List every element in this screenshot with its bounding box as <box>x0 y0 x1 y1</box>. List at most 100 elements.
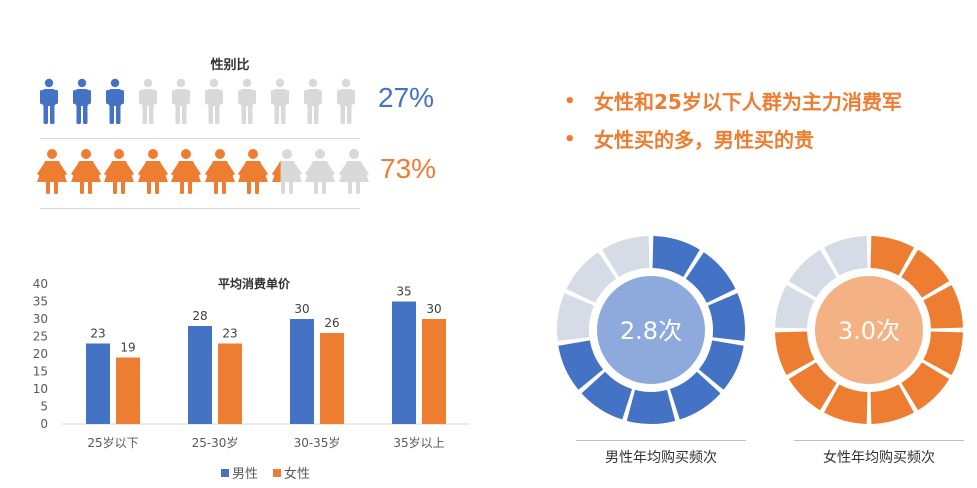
y-tick-label: 35 <box>33 295 48 309</box>
female-person-icon <box>338 148 370 200</box>
y-tick-label: 15 <box>33 365 48 379</box>
legend-swatch <box>221 469 229 477</box>
x-tick-label: 25岁以下 <box>87 435 138 450</box>
female-frequency-ring: 3.0次 <box>771 232 967 428</box>
bar-value-label: 19 <box>120 341 135 355</box>
legend-label: 男性 <box>232 467 258 482</box>
male-bar <box>86 343 110 424</box>
x-tick-label: 25-30岁 <box>192 435 239 450</box>
avg-price-bar-chart: 平均消费单价 0 5 10 15 20 25 30 35 40 23 19 28 23 30 26 35 30… <box>33 276 470 482</box>
gender-ratio-title: 性别比 <box>210 58 250 73</box>
x-tick-label: 35岁以上 <box>393 435 444 450</box>
ring-segment <box>557 293 594 342</box>
ring-segment <box>626 389 676 424</box>
ring-center <box>597 276 705 384</box>
female-person-icon <box>204 148 236 200</box>
bar-value-label: 26 <box>324 316 339 330</box>
bullet-icon: • <box>564 129 576 150</box>
ring-segment <box>824 236 868 276</box>
female-person-icon <box>137 148 169 200</box>
male-frequency-caption: 男性年均购买频次 <box>576 440 746 467</box>
male-person-icon <box>238 78 256 130</box>
ring-segment <box>602 236 650 278</box>
female-bar <box>320 333 344 424</box>
highlight-text: 女性和25岁以下人群为主力消费军 <box>594 90 902 114</box>
ring-value-label: 3.0次 <box>838 317 900 345</box>
ring-segment <box>901 249 950 298</box>
ring-segment <box>708 293 745 342</box>
gender-divider-1 <box>40 138 360 139</box>
y-tick-label: 20 <box>33 347 48 361</box>
female-person-icon <box>70 148 102 200</box>
male-percent: 27% <box>378 82 435 113</box>
ring-segment <box>870 384 914 424</box>
bar-value-label: 30 <box>294 302 309 316</box>
male-person-icon <box>106 78 124 130</box>
male-person-icon <box>205 78 223 130</box>
male-bar <box>392 301 416 424</box>
gender-divider-2 <box>40 208 360 209</box>
ring-segment <box>923 285 963 329</box>
male-person-icon <box>40 78 58 130</box>
male-person-icon <box>139 78 157 130</box>
female-person-icon <box>304 148 336 200</box>
ring-segment <box>775 285 815 329</box>
y-tick-label: 10 <box>33 382 48 396</box>
ring-segment <box>558 340 604 390</box>
female-person-icon <box>170 148 202 200</box>
female-bar <box>116 357 140 424</box>
female-percent: 73% <box>380 153 437 184</box>
y-axis: 0 5 10 15 20 25 30 35 40 <box>33 277 48 431</box>
highlights-list: • 女性和25岁以下人群为主力消费军 • 女性买的多，男性买的贵 <box>560 88 902 164</box>
female-frequency-caption: 女性年均购买频次 <box>794 440 964 467</box>
female-person-icon <box>36 148 68 200</box>
y-tick-label: 25 <box>33 330 48 344</box>
male-person-icon <box>73 78 91 130</box>
chart-legend: 男性 女性 <box>221 466 310 482</box>
female-person-icon <box>271 148 303 200</box>
ring-segment <box>698 340 744 390</box>
highlight-item: • 女性和25岁以下人群为主力消费军 <box>560 88 902 116</box>
male-person-icon <box>304 78 322 130</box>
ring-segment <box>870 236 914 276</box>
ring-segment <box>652 236 700 278</box>
male-person-icon <box>172 78 190 130</box>
y-tick-label: 40 <box>33 277 48 291</box>
bar-value-label: 35 <box>396 285 411 299</box>
male-icon-row <box>40 78 370 130</box>
ring-segment <box>775 331 815 375</box>
ring-segment <box>581 371 633 420</box>
male-person-icon <box>337 78 355 130</box>
female-bar <box>218 343 242 424</box>
highlight-item: • 女性买的多，男性买的贵 <box>560 126 902 154</box>
highlight-text: 女性买的多，男性买的贵 <box>594 128 814 152</box>
bar-value-label: 23 <box>222 327 237 341</box>
female-person-icon <box>237 148 269 200</box>
y-tick-label: 0 <box>40 417 48 431</box>
ring-segment <box>923 331 963 375</box>
ring-segment <box>824 384 868 424</box>
bar-value-label: 23 <box>90 327 105 341</box>
female-person-icon <box>103 148 135 200</box>
bars-group: 23 19 28 23 30 26 35 30 <box>86 285 446 424</box>
y-tick-label: 5 <box>40 400 48 414</box>
male-bar <box>290 319 314 424</box>
ring-segment <box>566 252 617 303</box>
bullet-icon: • <box>564 91 576 112</box>
female-icon-row <box>36 148 376 200</box>
ring-segment <box>669 371 721 420</box>
male-person-icon <box>271 78 289 130</box>
male-bar <box>188 326 212 424</box>
ring-segment <box>788 249 837 298</box>
legend-swatch <box>273 469 281 477</box>
female-bar <box>422 319 446 424</box>
x-tick-label: 30-35岁 <box>294 435 341 450</box>
bar-value-label: 28 <box>192 309 207 323</box>
ring-segment <box>685 252 736 303</box>
ring-center <box>815 276 923 384</box>
legend-label: 女性 <box>284 466 310 482</box>
chart-title: 平均消费单价 <box>218 276 291 291</box>
male-frequency-ring: 2.8次 <box>553 232 749 428</box>
bar-value-label: 30 <box>426 302 441 316</box>
ring-segment <box>788 362 837 411</box>
